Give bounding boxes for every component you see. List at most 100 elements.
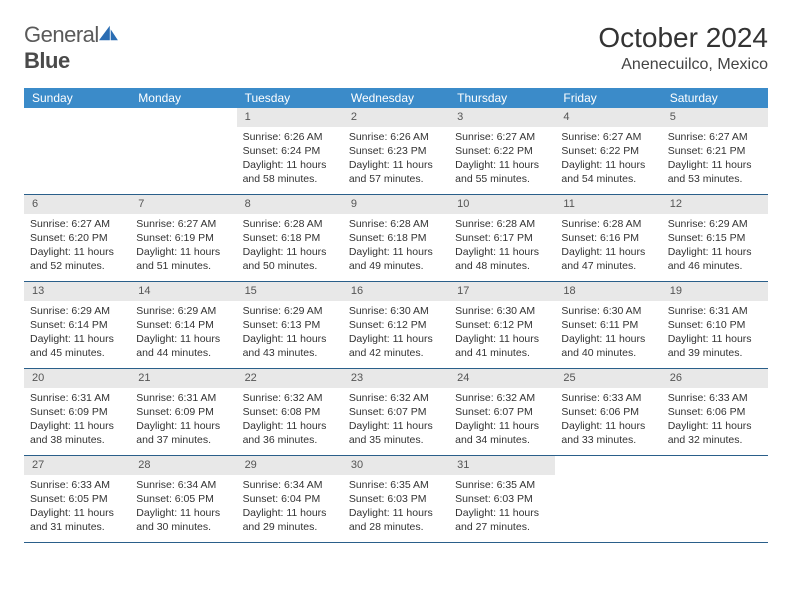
- sunrise-line: Sunrise: 6:33 AM: [668, 391, 762, 405]
- day-body: Sunrise: 6:35 AMSunset: 6:03 PMDaylight:…: [343, 475, 449, 541]
- day-number: [662, 456, 768, 475]
- calendar-cell: 3Sunrise: 6:27 AMSunset: 6:22 PMDaylight…: [449, 108, 555, 194]
- calendar-cell: 30Sunrise: 6:35 AMSunset: 6:03 PMDayligh…: [343, 456, 449, 542]
- daylight-line: Daylight: 11 hours and 40 minutes.: [561, 332, 655, 360]
- sunset-line: Sunset: 6:15 PM: [668, 231, 762, 245]
- sunset-line: Sunset: 6:21 PM: [668, 144, 762, 158]
- sunset-line: Sunset: 6:03 PM: [455, 492, 549, 506]
- day-body: Sunrise: 6:33 AMSunset: 6:06 PMDaylight:…: [555, 388, 661, 454]
- calendar-cell: 12Sunrise: 6:29 AMSunset: 6:15 PMDayligh…: [662, 195, 768, 281]
- day-number: 22: [237, 369, 343, 388]
- sunrise-line: Sunrise: 6:34 AM: [243, 478, 337, 492]
- calendar-cell: [24, 108, 130, 194]
- sunrise-line: Sunrise: 6:32 AM: [349, 391, 443, 405]
- day-number: 10: [449, 195, 555, 214]
- day-number: 1: [237, 108, 343, 127]
- day-body: Sunrise: 6:27 AMSunset: 6:21 PMDaylight:…: [662, 127, 768, 193]
- sunset-line: Sunset: 6:18 PM: [349, 231, 443, 245]
- day-number: 13: [24, 282, 130, 301]
- day-body: Sunrise: 6:30 AMSunset: 6:12 PMDaylight:…: [449, 301, 555, 367]
- calendar-cell: 9Sunrise: 6:28 AMSunset: 6:18 PMDaylight…: [343, 195, 449, 281]
- sunrise-line: Sunrise: 6:31 AM: [668, 304, 762, 318]
- daylight-line: Daylight: 11 hours and 37 minutes.: [136, 419, 230, 447]
- weeks-container: 1Sunrise: 6:26 AMSunset: 6:24 PMDaylight…: [24, 108, 768, 543]
- daylight-line: Daylight: 11 hours and 43 minutes.: [243, 332, 337, 360]
- day-number: 26: [662, 369, 768, 388]
- sunset-line: Sunset: 6:03 PM: [349, 492, 443, 506]
- day-number: 2: [343, 108, 449, 127]
- calendar-cell: 23Sunrise: 6:32 AMSunset: 6:07 PMDayligh…: [343, 369, 449, 455]
- sunset-line: Sunset: 6:14 PM: [30, 318, 124, 332]
- day-number: 21: [130, 369, 236, 388]
- daylight-line: Daylight: 11 hours and 46 minutes.: [668, 245, 762, 273]
- logo-sail-icon: [97, 24, 119, 42]
- day-of-week-row: SundayMondayTuesdayWednesdayThursdayFrid…: [24, 88, 768, 108]
- calendar-week: 20Sunrise: 6:31 AMSunset: 6:09 PMDayligh…: [24, 369, 768, 456]
- daylight-line: Daylight: 11 hours and 30 minutes.: [136, 506, 230, 534]
- day-number: 19: [662, 282, 768, 301]
- calendar-cell: 16Sunrise: 6:30 AMSunset: 6:12 PMDayligh…: [343, 282, 449, 368]
- calendar-grid: SundayMondayTuesdayWednesdayThursdayFrid…: [24, 88, 768, 543]
- day-number: 28: [130, 456, 236, 475]
- day-number: 29: [237, 456, 343, 475]
- day-number: 4: [555, 108, 661, 127]
- daylight-line: Daylight: 11 hours and 36 minutes.: [243, 419, 337, 447]
- day-number: 20: [24, 369, 130, 388]
- sunset-line: Sunset: 6:13 PM: [243, 318, 337, 332]
- dow-header: Saturday: [662, 88, 768, 108]
- day-body: Sunrise: 6:32 AMSunset: 6:07 PMDaylight:…: [343, 388, 449, 454]
- day-body: Sunrise: 6:29 AMSunset: 6:15 PMDaylight:…: [662, 214, 768, 280]
- daylight-line: Daylight: 11 hours and 42 minutes.: [349, 332, 443, 360]
- day-body: Sunrise: 6:28 AMSunset: 6:18 PMDaylight:…: [237, 214, 343, 280]
- sunrise-line: Sunrise: 6:27 AM: [30, 217, 124, 231]
- calendar-cell: 19Sunrise: 6:31 AMSunset: 6:10 PMDayligh…: [662, 282, 768, 368]
- month-title: October 2024: [598, 22, 768, 54]
- day-body: Sunrise: 6:29 AMSunset: 6:14 PMDaylight:…: [24, 301, 130, 367]
- sunrise-line: Sunrise: 6:35 AM: [349, 478, 443, 492]
- day-number: 3: [449, 108, 555, 127]
- sunrise-line: Sunrise: 6:26 AM: [349, 130, 443, 144]
- day-number: 30: [343, 456, 449, 475]
- dow-header: Sunday: [24, 88, 130, 108]
- sunrise-line: Sunrise: 6:30 AM: [561, 304, 655, 318]
- day-body: Sunrise: 6:28 AMSunset: 6:18 PMDaylight:…: [343, 214, 449, 280]
- calendar-cell: 13Sunrise: 6:29 AMSunset: 6:14 PMDayligh…: [24, 282, 130, 368]
- sunset-line: Sunset: 6:18 PM: [243, 231, 337, 245]
- day-body: Sunrise: 6:35 AMSunset: 6:03 PMDaylight:…: [449, 475, 555, 541]
- calendar-cell: 28Sunrise: 6:34 AMSunset: 6:05 PMDayligh…: [130, 456, 236, 542]
- dow-header: Friday: [555, 88, 661, 108]
- calendar-week: 13Sunrise: 6:29 AMSunset: 6:14 PMDayligh…: [24, 282, 768, 369]
- sunset-line: Sunset: 6:07 PM: [455, 405, 549, 419]
- daylight-line: Daylight: 11 hours and 41 minutes.: [455, 332, 549, 360]
- day-body: Sunrise: 6:26 AMSunset: 6:24 PMDaylight:…: [237, 127, 343, 193]
- sunrise-line: Sunrise: 6:28 AM: [349, 217, 443, 231]
- sunset-line: Sunset: 6:20 PM: [30, 231, 124, 245]
- calendar-cell: 1Sunrise: 6:26 AMSunset: 6:24 PMDaylight…: [237, 108, 343, 194]
- brand-word-2: Blue: [24, 48, 70, 73]
- calendar-cell: [130, 108, 236, 194]
- calendar-cell: 10Sunrise: 6:28 AMSunset: 6:17 PMDayligh…: [449, 195, 555, 281]
- day-body: Sunrise: 6:33 AMSunset: 6:06 PMDaylight:…: [662, 388, 768, 454]
- sunset-line: Sunset: 6:08 PM: [243, 405, 337, 419]
- day-body: Sunrise: 6:27 AMSunset: 6:20 PMDaylight:…: [24, 214, 130, 280]
- day-body: Sunrise: 6:30 AMSunset: 6:11 PMDaylight:…: [555, 301, 661, 367]
- day-number: 6: [24, 195, 130, 214]
- title-block: October 2024 Anenecuilco, Mexico: [598, 22, 768, 74]
- page-header: GeneralBlue October 2024 Anenecuilco, Me…: [24, 22, 768, 74]
- calendar-cell: 14Sunrise: 6:29 AMSunset: 6:14 PMDayligh…: [130, 282, 236, 368]
- brand-word-1: General: [24, 22, 99, 47]
- daylight-line: Daylight: 11 hours and 53 minutes.: [668, 158, 762, 186]
- sunset-line: Sunset: 6:14 PM: [136, 318, 230, 332]
- sunset-line: Sunset: 6:11 PM: [561, 318, 655, 332]
- daylight-line: Daylight: 11 hours and 48 minutes.: [455, 245, 549, 273]
- sunset-line: Sunset: 6:05 PM: [30, 492, 124, 506]
- calendar-cell: 26Sunrise: 6:33 AMSunset: 6:06 PMDayligh…: [662, 369, 768, 455]
- brand-text: GeneralBlue: [24, 22, 119, 74]
- daylight-line: Daylight: 11 hours and 44 minutes.: [136, 332, 230, 360]
- day-body: Sunrise: 6:31 AMSunset: 6:09 PMDaylight:…: [24, 388, 130, 454]
- day-number: 12: [662, 195, 768, 214]
- calendar-week: 27Sunrise: 6:33 AMSunset: 6:05 PMDayligh…: [24, 456, 768, 543]
- sunrise-line: Sunrise: 6:33 AM: [30, 478, 124, 492]
- day-number: 24: [449, 369, 555, 388]
- sunset-line: Sunset: 6:04 PM: [243, 492, 337, 506]
